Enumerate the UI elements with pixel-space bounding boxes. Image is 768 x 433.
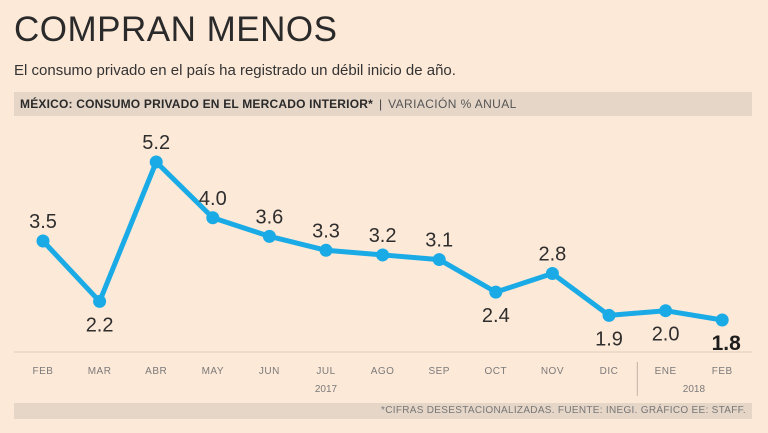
- x-tick-label: JUL: [316, 366, 335, 377]
- data-label: 2.4: [482, 305, 510, 327]
- chart-title: COMPRAN MENOS: [14, 10, 338, 49]
- data-label: 3.2: [369, 225, 397, 247]
- x-tick-label: NOV: [541, 366, 564, 377]
- data-point: [206, 211, 220, 225]
- source-footer: *CIFRAS DESESTACIONALIZADAS. FUENTE: INE…: [14, 403, 752, 419]
- data-label: 1.8: [712, 332, 742, 355]
- x-tick-label: ENE: [655, 366, 677, 377]
- data-point: [36, 234, 50, 248]
- chart-subtitle: El consumo privado en el país ha registr…: [14, 62, 456, 79]
- data-label: 3.1: [425, 230, 453, 252]
- data-label: 2.2: [86, 314, 114, 336]
- x-tick-label: SEP: [428, 366, 450, 377]
- x-tick-label: JUN: [259, 366, 280, 377]
- year-label: 2018: [683, 384, 706, 395]
- data-label: 5.2: [142, 132, 170, 154]
- x-tick-label: MAR: [88, 366, 112, 377]
- x-tick-label: ABR: [145, 366, 167, 377]
- data-label: 2.8: [538, 244, 566, 266]
- data-point: [659, 304, 673, 318]
- data-point: [319, 243, 333, 257]
- data-label: 3.5: [29, 211, 57, 233]
- data-point: [489, 285, 503, 299]
- data-point: [602, 308, 616, 322]
- data-point: [149, 155, 163, 169]
- header-unit: VARIACIÓN % ANUAL: [388, 97, 517, 111]
- data-label: 1.9: [595, 328, 623, 350]
- x-tick-label: OCT: [484, 366, 507, 377]
- data-label: 3.3: [312, 220, 340, 242]
- data-label: 4.0: [199, 188, 227, 210]
- data-point: [545, 267, 559, 281]
- data-label: 3.6: [255, 206, 283, 228]
- header-title: MÉXICO: CONSUMO PRIVADO EN EL MERCADO IN…: [20, 97, 373, 111]
- header-separator: |: [378, 97, 383, 111]
- data-point: [262, 229, 276, 243]
- x-tick-label: FEB: [712, 366, 733, 377]
- data-label: 2.0: [652, 324, 680, 346]
- data-point: [376, 248, 390, 262]
- x-tick-label: MAY: [202, 366, 224, 377]
- x-tick-label: FEB: [33, 366, 54, 377]
- x-tick-label: AGO: [371, 366, 395, 377]
- chart-header-bar: MÉXICO: CONSUMO PRIVADO EN EL MERCADO IN…: [14, 92, 752, 116]
- data-point: [93, 294, 107, 308]
- year-label: 2017: [315, 384, 338, 395]
- data-point: [432, 253, 446, 267]
- data-point: [715, 313, 729, 327]
- x-tick-label: DIC: [600, 366, 619, 377]
